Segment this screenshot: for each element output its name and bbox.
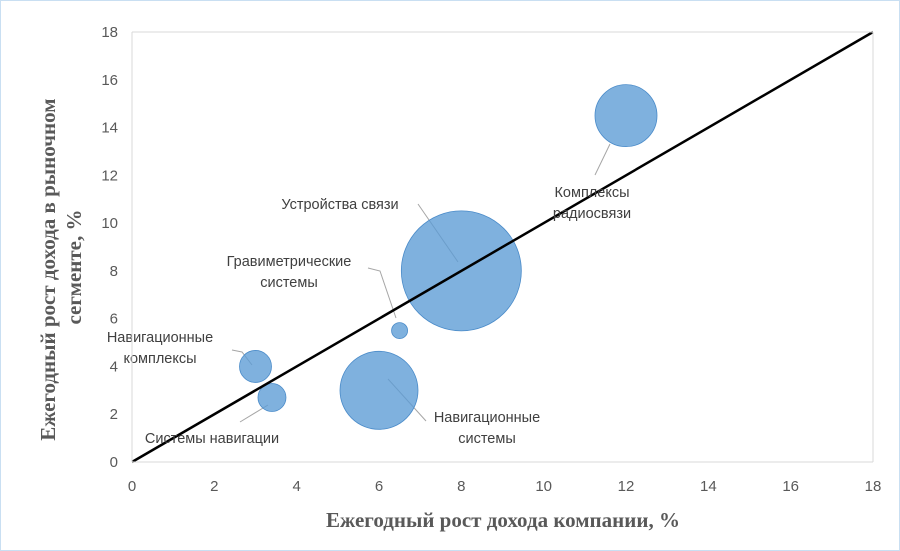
bubble-label: Устройства связи [281,197,398,213]
y-tick-label: 14 [101,120,118,137]
x-axis-title: Ежегодный рост дохода компании, % [326,508,680,532]
y-tick-label: 8 [110,263,118,280]
x-tick-label: 0 [128,478,136,495]
x-tick-label: 16 [782,478,799,495]
x-tick-label: 8 [457,478,465,495]
x-tick-label: 12 [618,478,635,495]
y-axis-title-line-2: сегменте, % [62,209,86,324]
y-tick-label: 18 [101,24,118,41]
y-tick-label: 12 [101,167,118,184]
bubble-labels: Комплексы радиосвязи Устройства связи Грави… [107,185,631,447]
tick-labels: 0 2 4 6 8 10 12 14 16 18 0 2 4 6 8 10 12 14 16 18 [101,24,881,495]
y-tick-label: 4 [110,358,118,375]
reference-diagonal-line [131,30,874,464]
y-tick-label: 6 [110,311,118,328]
bubble-label: Навигационные комплексы [107,330,213,367]
bubble [257,383,287,412]
y-tick-label: 10 [101,215,118,232]
x-tick-label: 10 [535,478,552,495]
bubble [339,350,419,430]
y-tick-label: 0 [110,454,118,471]
y-axis-title: Ежегодный рост дохода в рыночном сегмент… [36,93,86,441]
y-tick-label: 16 [101,72,118,89]
bubble [391,322,408,340]
y-axis-title-line-1: Ежегодный рост дохода в рыночном [36,98,60,440]
bubble [594,84,658,148]
x-tick-label: 18 [865,478,882,495]
leader-line [367,267,397,319]
bubble-label: Системы навигации [145,431,279,447]
bubble-label: Навигационные системы [434,410,540,447]
y-tick-label: 2 [110,406,118,423]
x-tick-label: 2 [210,478,218,495]
x-tick-label: 14 [700,478,717,495]
x-tick-label: 6 [375,478,383,495]
bubble-label: Гравиметрические системы [227,254,352,291]
leader-line [594,143,611,176]
x-tick-label: 4 [292,478,300,495]
bubble [239,350,272,383]
bubble-label: Комплексы радиосвязи [553,185,631,222]
